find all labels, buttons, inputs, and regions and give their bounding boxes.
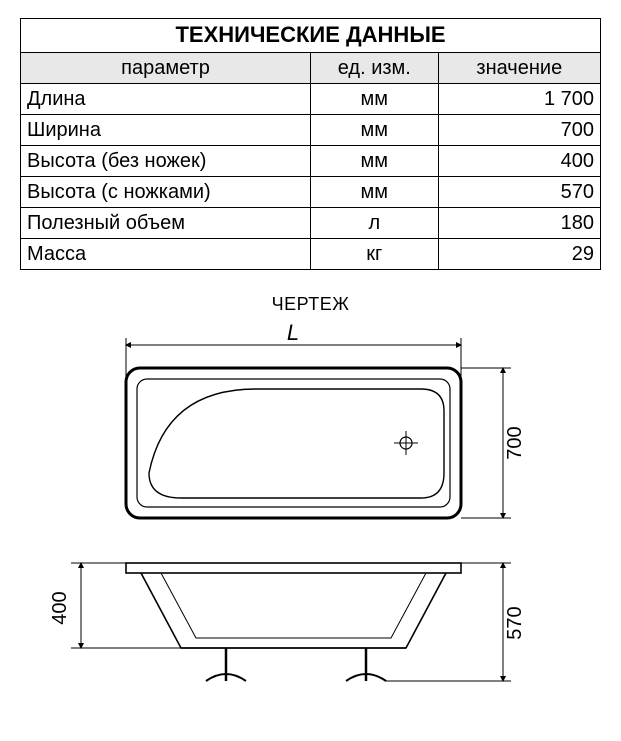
- table-row: Ширинамм700: [21, 114, 601, 145]
- table-row: Высота (без ножек)мм400: [21, 145, 601, 176]
- unit-cell: мм: [311, 83, 439, 114]
- value-cell: 400: [438, 145, 600, 176]
- table-row: Длинамм1 700: [21, 83, 601, 114]
- unit-cell: мм: [311, 145, 439, 176]
- technical-drawing: L 700 400 570: [20, 323, 601, 723]
- col-header-param: параметр: [21, 52, 311, 83]
- value-cell: 700: [438, 114, 600, 145]
- drain-icon: [394, 431, 418, 455]
- param-cell: Длина: [21, 83, 311, 114]
- param-cell: Ширина: [21, 114, 311, 145]
- value-cell: 29: [438, 238, 600, 269]
- unit-cell: кг: [311, 238, 439, 269]
- tech-data-table: ТЕХНИЧЕСКИЕ ДАННЫЕ параметр ед. изм. зна…: [20, 18, 601, 270]
- table-row: Массакг29: [21, 238, 601, 269]
- unit-cell: мм: [311, 114, 439, 145]
- param-cell: Полезный объем: [21, 207, 311, 238]
- unit-cell: л: [311, 207, 439, 238]
- param-cell: Высота (с ножками): [21, 176, 311, 207]
- unit-cell: мм: [311, 176, 439, 207]
- col-header-value: значение: [438, 52, 600, 83]
- dim-label-L: L: [286, 323, 298, 345]
- table-row: Высота (с ножками)мм570: [21, 176, 601, 207]
- table-title: ТЕХНИЧЕСКИЕ ДАННЫЕ: [21, 19, 601, 53]
- param-cell: Масса: [21, 238, 311, 269]
- value-cell: 1 700: [438, 83, 600, 114]
- dim-label-width: 700: [504, 426, 526, 459]
- drawing-label: ЧЕРТЕЖ: [20, 294, 601, 315]
- param-cell: Высота (без ножек): [21, 145, 311, 176]
- col-header-unit: ед. изм.: [311, 52, 439, 83]
- value-cell: 180: [438, 207, 600, 238]
- table-row: Полезный объемл180: [21, 207, 601, 238]
- value-cell: 570: [438, 176, 600, 207]
- dim-label-h-body: 400: [49, 591, 71, 624]
- dim-label-h-total: 570: [504, 606, 526, 639]
